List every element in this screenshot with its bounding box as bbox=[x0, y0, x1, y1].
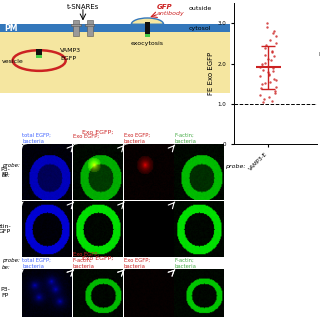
Text: Exo EGFP;
bacteria: Exo EGFP; bacteria bbox=[124, 133, 150, 144]
Point bbox=[264, 24, 269, 29]
Point bbox=[272, 76, 277, 81]
Point bbox=[262, 80, 267, 85]
Text: total EGFP;
bacteria: total EGFP; bacteria bbox=[22, 258, 51, 269]
Text: VAMP3: VAMP3 bbox=[60, 48, 81, 53]
Point bbox=[271, 28, 276, 33]
Text: exocytosis: exocytosis bbox=[131, 41, 164, 46]
Point bbox=[260, 63, 265, 68]
Text: Exo EGFP;
F-actin;
bacteria: Exo EGFP; F-actin; bacteria bbox=[73, 252, 99, 269]
Text: vesicle: vesicle bbox=[2, 59, 24, 64]
Bar bbox=[73, 20, 79, 36]
Text: ztin-
GFP: ztin- GFP bbox=[0, 224, 12, 234]
Point bbox=[270, 68, 275, 73]
Point bbox=[260, 99, 265, 104]
Point bbox=[270, 31, 275, 36]
Point bbox=[262, 60, 268, 65]
Text: probe:: probe: bbox=[2, 258, 20, 263]
Bar bbox=[0, 3, 230, 24]
Text: Exo EGFP;: Exo EGFP; bbox=[73, 133, 99, 144]
Point bbox=[267, 71, 272, 76]
Text: outside: outside bbox=[189, 6, 212, 11]
Point bbox=[268, 38, 273, 43]
Point bbox=[269, 50, 275, 55]
Point bbox=[266, 70, 271, 75]
Y-axis label: FE Exo EGFP: FE Exo EGFP bbox=[208, 52, 214, 95]
Point bbox=[270, 98, 275, 103]
Point bbox=[260, 67, 265, 72]
Point bbox=[272, 88, 277, 93]
Point bbox=[271, 54, 276, 59]
Point bbox=[259, 62, 264, 67]
Point bbox=[268, 79, 273, 84]
Point bbox=[258, 92, 263, 98]
Point bbox=[260, 82, 265, 87]
Point bbox=[266, 94, 271, 99]
Text: probe:: probe: bbox=[2, 163, 20, 168]
Text: N: N bbox=[318, 52, 320, 57]
Point bbox=[266, 72, 271, 77]
Point bbox=[263, 46, 268, 51]
Point bbox=[263, 43, 268, 48]
Point bbox=[262, 96, 267, 101]
Point bbox=[270, 66, 275, 71]
Bar bbox=[145, 22, 150, 34]
Circle shape bbox=[13, 50, 66, 71]
Text: P3-
FP: P3- FP bbox=[0, 167, 10, 177]
Text: PM: PM bbox=[4, 24, 18, 33]
Text: EGFP: EGFP bbox=[60, 56, 76, 61]
Text: be:: be: bbox=[2, 265, 10, 270]
Text: antibody: antibody bbox=[157, 11, 184, 16]
Point bbox=[268, 58, 274, 63]
Bar bbox=[0, 24, 230, 32]
Bar bbox=[85, 24, 94, 26]
Text: P3-
FP: P3- FP bbox=[0, 287, 10, 298]
Text: F-actin;
bacteria: F-actin; bacteria bbox=[174, 133, 196, 144]
Wedge shape bbox=[131, 18, 164, 24]
Point bbox=[269, 48, 274, 53]
Point bbox=[265, 20, 270, 25]
Text: probe:: probe: bbox=[225, 164, 246, 169]
Bar bbox=[36, 49, 42, 56]
Bar bbox=[0, 28, 230, 93]
Text: t-SNAREs: t-SNAREs bbox=[67, 4, 99, 10]
Point bbox=[258, 86, 263, 91]
Text: Exo EGFP;: Exo EGFP; bbox=[82, 129, 114, 134]
Text: F-actin;
bacteria: F-actin; bacteria bbox=[174, 258, 196, 269]
Point bbox=[265, 56, 270, 61]
Point bbox=[274, 40, 279, 45]
Point bbox=[262, 52, 267, 57]
Point bbox=[273, 78, 278, 83]
Point bbox=[257, 74, 262, 79]
Point bbox=[273, 84, 278, 89]
Bar bbox=[71, 24, 81, 26]
Bar bbox=[145, 34, 150, 37]
Point bbox=[273, 90, 278, 95]
Text: be:: be: bbox=[2, 173, 10, 178]
Text: total EGFP;
bacteria: total EGFP; bacteria bbox=[22, 133, 51, 144]
Bar bbox=[36, 55, 42, 58]
Text: GFP: GFP bbox=[157, 4, 172, 10]
Text: Exo EGFP;: Exo EGFP; bbox=[82, 256, 114, 261]
Point bbox=[273, 34, 278, 39]
Text: Exo EGFP;
bacteria: Exo EGFP; bacteria bbox=[124, 258, 150, 269]
Bar bbox=[87, 20, 92, 36]
Text: cytosol: cytosol bbox=[189, 26, 212, 31]
Point bbox=[258, 64, 263, 69]
